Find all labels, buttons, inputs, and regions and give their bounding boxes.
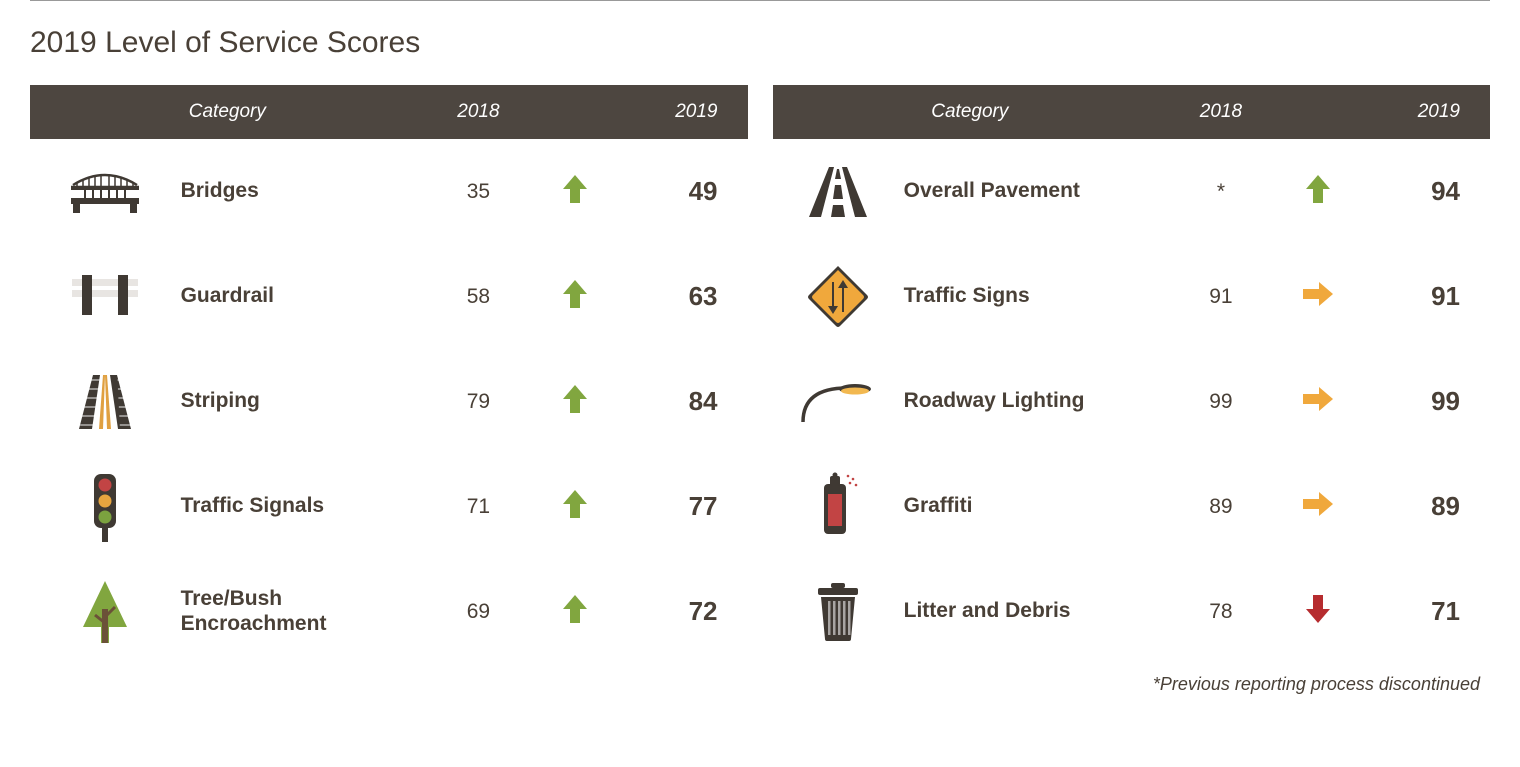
header-year2: 2019 [618, 85, 747, 139]
table-row: Litter and Debris 78 71 [773, 559, 1491, 664]
trash-icon [773, 559, 904, 664]
value-2019: 63 [618, 244, 747, 349]
table-row: Traffic Signals 71 77 [30, 454, 748, 559]
header-year1: 2018 [425, 85, 533, 139]
signals-icon [30, 454, 181, 559]
category-name: Roadway Lighting [904, 349, 1167, 454]
trend-down-icon [1275, 559, 1361, 664]
category-name: Striping [181, 349, 425, 454]
value-2018: 58 [425, 244, 533, 349]
value-2018: 78 [1167, 559, 1275, 664]
value-2019: 89 [1361, 454, 1490, 559]
value-2018: 79 [425, 349, 533, 454]
trend-up-icon [532, 559, 618, 664]
trend-flat-icon [1275, 244, 1361, 349]
header-year1: 2018 [1167, 85, 1275, 139]
header-trend [532, 85, 618, 139]
scores-table-right: Category 2018 2019 Overall Pavement * 94… [773, 85, 1491, 664]
header-trend [1275, 85, 1361, 139]
category-name: Bridges [181, 139, 425, 244]
value-2019: 94 [1361, 139, 1490, 244]
guardrail-icon [30, 244, 181, 349]
category-name: Tree/BushEncroachment [181, 559, 425, 664]
value-2019: 99 [1361, 349, 1490, 454]
category-name: Guardrail [181, 244, 425, 349]
table-row: Bridges 35 49 [30, 139, 748, 244]
value-2019: 49 [618, 139, 747, 244]
trend-up-icon [1275, 139, 1361, 244]
scores-table-left: Category 2018 2019 Bridges 35 49 Guardra… [30, 85, 748, 664]
striping-icon [30, 349, 181, 454]
category-name: Traffic Signs [904, 244, 1167, 349]
category-name: Traffic Signals [181, 454, 425, 559]
page-title: 2019 Level of Service Scores [30, 26, 1490, 60]
tree-icon [30, 559, 181, 664]
value-2018: 89 [1167, 454, 1275, 559]
light-icon [773, 349, 904, 454]
value-2018: 91 [1167, 244, 1275, 349]
value-2018: 69 [425, 559, 533, 664]
footnote: *Previous reporting process discontinued [30, 674, 1490, 695]
bridge-icon [30, 139, 181, 244]
signs-icon [773, 244, 904, 349]
category-name: Overall Pavement [904, 139, 1167, 244]
trend-up-icon [532, 349, 618, 454]
trend-up-icon [532, 244, 618, 349]
value-2019: 91 [1361, 244, 1490, 349]
value-2019: 77 [618, 454, 747, 559]
trend-up-icon [532, 454, 618, 559]
table-row: Traffic Signs 91 91 [773, 244, 1491, 349]
table-row: Guardrail 58 63 [30, 244, 748, 349]
graffiti-icon [773, 454, 904, 559]
header-category: Category [773, 85, 1168, 139]
trend-up-icon [532, 139, 618, 244]
value-2018: 35 [425, 139, 533, 244]
category-name: Graffiti [904, 454, 1167, 559]
table-row: Roadway Lighting 99 99 [773, 349, 1491, 454]
value-2018: 71 [425, 454, 533, 559]
header-year2: 2019 [1361, 85, 1490, 139]
value-2019: 71 [1361, 559, 1490, 664]
trend-flat-icon [1275, 454, 1361, 559]
table-row: Graffiti 89 89 [773, 454, 1491, 559]
table-row: Striping 79 84 [30, 349, 748, 454]
value-2019: 84 [618, 349, 747, 454]
header-category: Category [30, 85, 425, 139]
table-row: Overall Pavement * 94 [773, 139, 1491, 244]
table-row: Tree/BushEncroachment 69 72 [30, 559, 748, 664]
value-2018: * [1167, 139, 1275, 244]
tables-container: Category 2018 2019 Bridges 35 49 Guardra… [30, 85, 1490, 664]
category-name: Litter and Debris [904, 559, 1167, 664]
value-2018: 99 [1167, 349, 1275, 454]
value-2019: 72 [618, 559, 747, 664]
divider [30, 0, 1490, 1]
trend-flat-icon [1275, 349, 1361, 454]
pavement-icon [773, 139, 904, 244]
